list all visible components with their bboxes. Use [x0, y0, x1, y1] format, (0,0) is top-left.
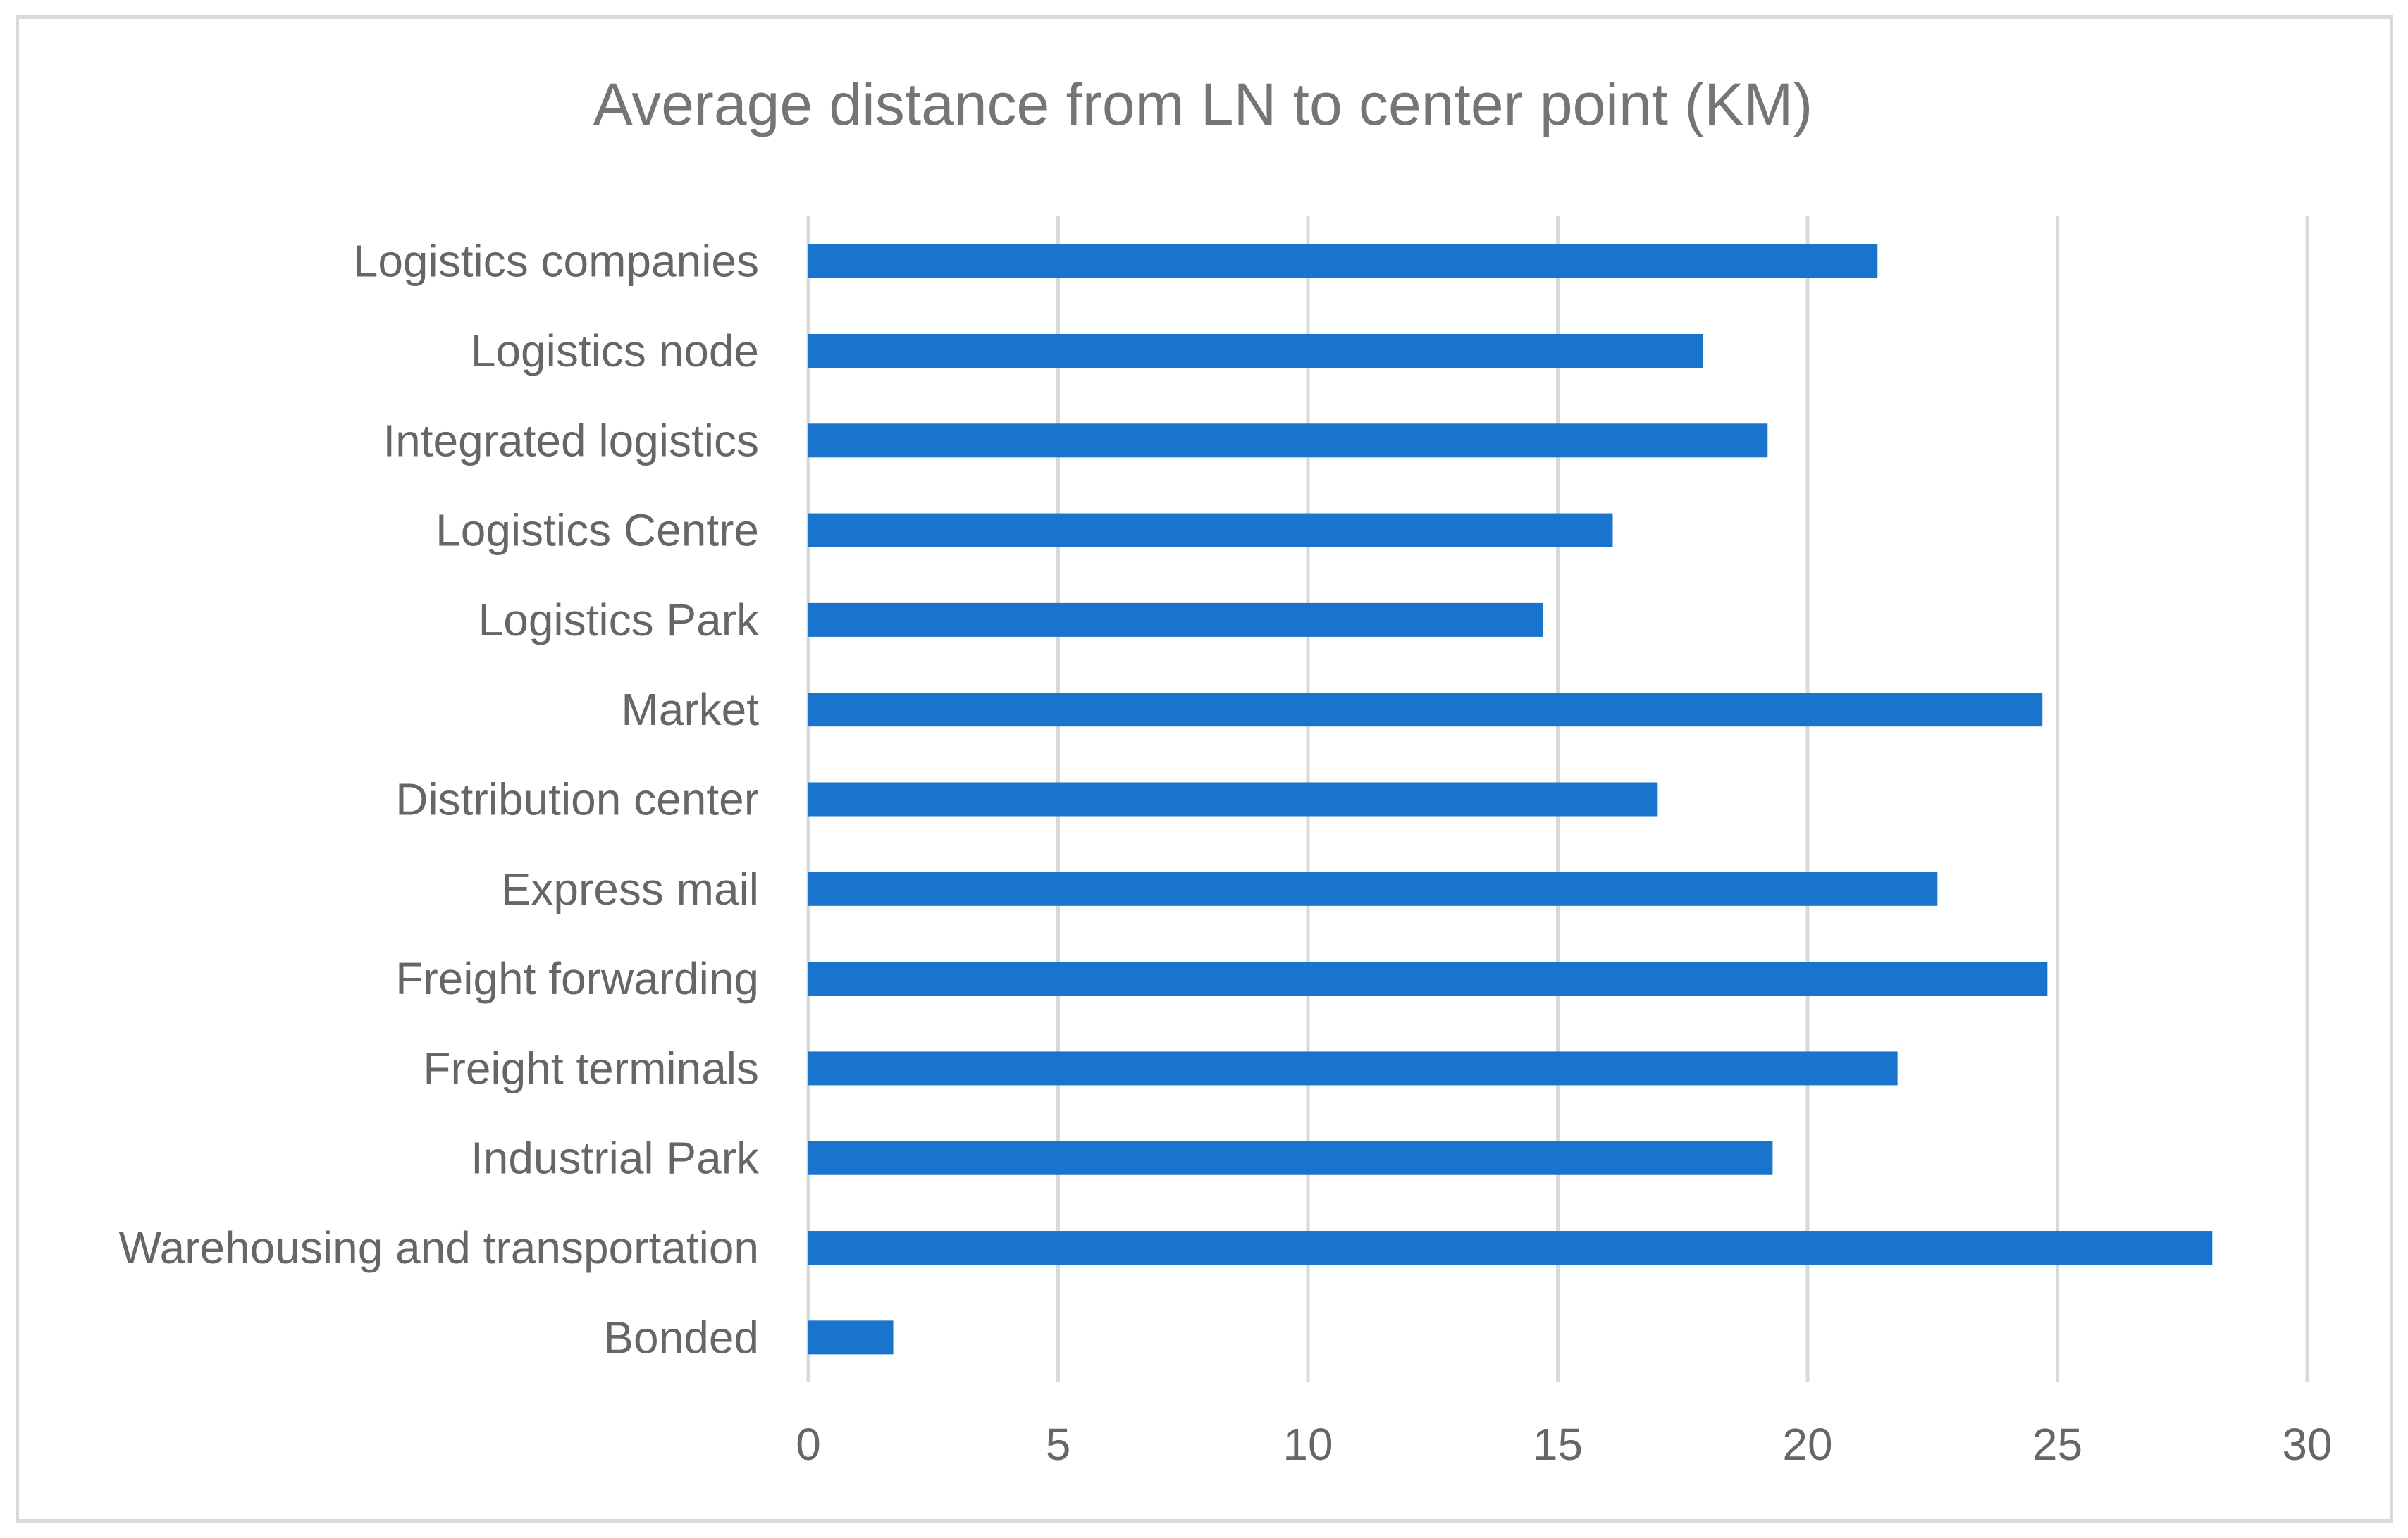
chart-svg: Average distance from LN to center point… [119, 71, 2333, 1470]
chart-frame: Average distance from LN to center point… [16, 15, 2393, 1523]
x-tick-label: 15 [1533, 1419, 1583, 1470]
bar-bonded [808, 1320, 894, 1355]
category-label: Distribution center [395, 774, 759, 825]
category-label: Express mail [501, 864, 759, 914]
bar-logistics-companies [808, 244, 1878, 278]
category-label: Freight terminals [423, 1043, 759, 1093]
category-label: Industrial Park [471, 1133, 760, 1184]
category-label: Market [621, 684, 759, 735]
category-axis: Logistics companies Logistics node Integra… [119, 236, 760, 1363]
x-tick-label: 25 [2032, 1419, 2082, 1470]
category-label: Freight forwarding [395, 953, 759, 1004]
bar-logistics-centre [808, 513, 1613, 547]
category-label: Logistics Park [478, 595, 760, 645]
category-label: Logistics node [471, 325, 759, 376]
bar-industrial-park [808, 1141, 1773, 1175]
bar-series [808, 244, 2213, 1355]
category-label: Bonded [603, 1312, 759, 1363]
bar-integrated-logistics [808, 423, 1768, 458]
category-label: Logistics companies [353, 236, 759, 287]
x-tick-label: 20 [1782, 1419, 1832, 1470]
x-tick-label: 0 [796, 1419, 821, 1470]
bar-market [808, 693, 2043, 727]
bar-express-mail [808, 872, 1938, 906]
x-tick-label: 30 [2282, 1419, 2332, 1470]
x-tick-label: 5 [1046, 1419, 1071, 1470]
bar-distribution-center [808, 782, 1658, 817]
bar-logistics-park [808, 602, 1543, 637]
x-tick-label: 10 [1283, 1419, 1333, 1470]
bar-logistics-node [808, 333, 1703, 368]
chart-title: Average distance from LN to center point… [593, 71, 1813, 137]
bar-freight-terminals [808, 1051, 1898, 1086]
category-label: Warehousing and transportation [119, 1222, 759, 1273]
value-axis: 0 5 10 15 20 25 30 [796, 1419, 2332, 1470]
category-label: Integrated logistics [383, 415, 759, 466]
category-label: Logistics Centre [436, 505, 759, 556]
bar-warehousing-and-transportation [808, 1231, 2213, 1265]
bar-freight-forwarding [808, 962, 2048, 996]
